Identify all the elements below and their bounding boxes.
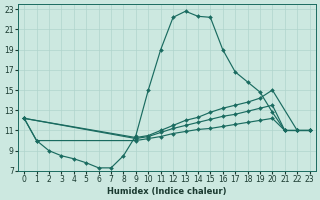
X-axis label: Humidex (Indice chaleur): Humidex (Indice chaleur) xyxy=(107,187,227,196)
